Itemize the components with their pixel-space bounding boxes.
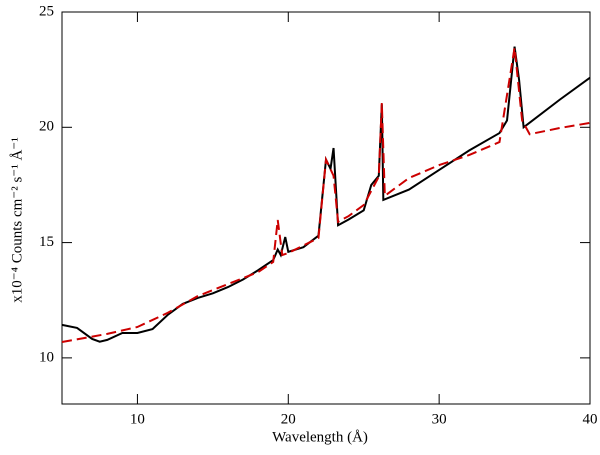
data-line: [61, 46, 591, 343]
y-tick-label: 20: [39, 119, 54, 135]
x-tick-label: 20: [281, 411, 296, 427]
y-tick-label: 25: [39, 3, 54, 19]
plot-frame: [61, 11, 591, 405]
y-axis-label: x10⁻⁴ Counts cm⁻² s⁻¹ Å⁻¹: [9, 137, 25, 302]
x-tick-label: 30: [432, 411, 447, 427]
y-tick-label: 10: [39, 349, 54, 365]
x-tick-label: 40: [583, 411, 598, 427]
y-tick-label: 15: [39, 234, 54, 250]
data-line: [61, 47, 591, 343]
x-tick-label: 10: [130, 411, 145, 427]
x-axis-label: Wavelength (Å): [272, 429, 368, 445]
